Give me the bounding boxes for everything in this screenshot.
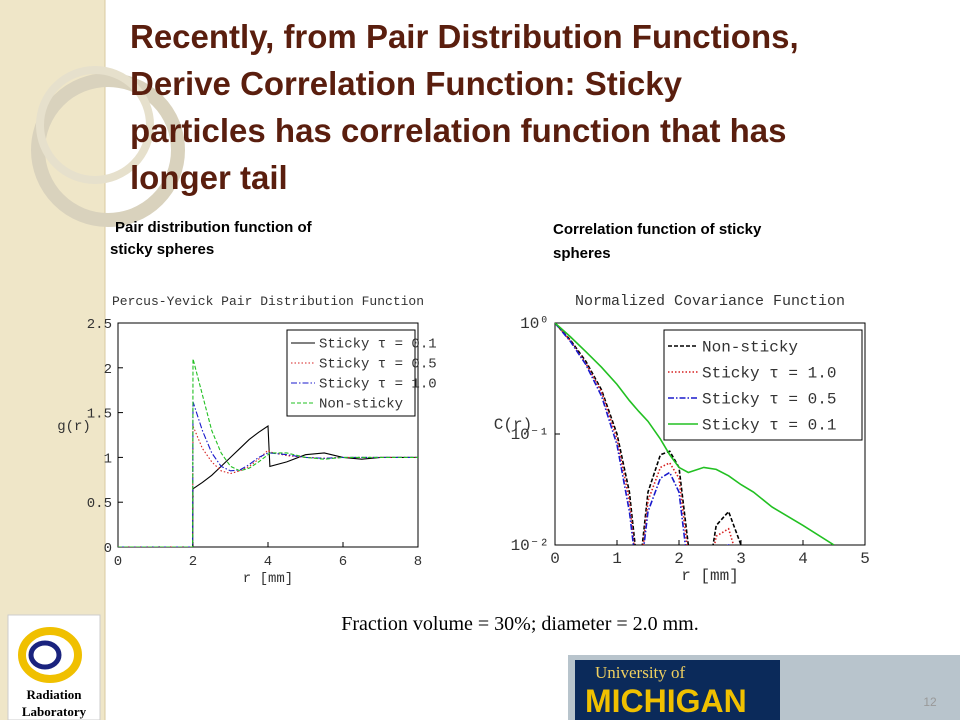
x-tick-label: 6 <box>339 554 347 570</box>
chart: Percus-Yevick Pair Distribution Function… <box>57 294 436 587</box>
series-line <box>118 425 418 547</box>
y-tick-label: 0 <box>104 541 112 557</box>
footnote: Fraction volume = 30%; diameter = 2.0 mm… <box>341 613 699 635</box>
x-axis-label: r [mm] <box>243 571 293 587</box>
legend-label: Sticky τ = 1.0 <box>702 364 836 382</box>
y-axis-label: g(r) <box>57 419 91 435</box>
x-tick-label: 2 <box>674 550 684 568</box>
series-line <box>555 323 835 545</box>
captions: Pair distribution function of sticky sphe… <box>110 219 762 262</box>
chart-caption: Correlation function of sticky <box>553 221 762 238</box>
banner-box <box>575 660 780 720</box>
x-axis-label: r [mm] <box>681 567 739 585</box>
y-tick-label: 10⁰ <box>520 315 549 333</box>
side-stripe <box>0 0 105 720</box>
logo-text: Laboratory <box>22 704 87 719</box>
banner-line1: University of <box>595 663 686 682</box>
legend-label: Non-sticky <box>702 338 798 356</box>
deco-circle <box>31 73 185 227</box>
logo-ring <box>28 640 62 670</box>
series-line <box>555 323 735 545</box>
legend-label: Non-sticky <box>319 397 403 413</box>
legend-label: Sticky τ = 0.5 <box>702 390 836 408</box>
y-tick-label: 10⁻² <box>511 537 549 555</box>
x-tick-label: 2 <box>189 554 197 570</box>
chart-title: Percus-Yevick Pair Distribution Function <box>112 294 424 309</box>
x-tick-label: 4 <box>264 554 272 570</box>
x-tick-label: 0 <box>550 550 560 568</box>
deco-circle <box>36 66 154 184</box>
y-tick-label: 2 <box>104 362 112 378</box>
y-tick-label: 2.5 <box>87 317 112 333</box>
legend-box <box>286 329 416 417</box>
page-number: 12 <box>923 695 937 709</box>
y-tick-label: 0.5 <box>87 496 112 512</box>
charts: Percus-Yevick Pair Distribution Function… <box>57 293 870 587</box>
x-tick-label: 1 <box>612 550 622 568</box>
chart-caption: Pair distribution function of <box>115 219 313 236</box>
x-tick-label: 0 <box>114 554 122 570</box>
legend-label: Sticky τ = 0.5 <box>319 357 437 373</box>
series-line <box>118 358 418 547</box>
title-line: Derive Correlation Function: Sticky <box>130 65 683 102</box>
chart-title: Normalized Covariance Function <box>575 293 845 310</box>
x-tick-label: 3 <box>736 550 746 568</box>
slide-title: Recently, from Pair Distribution Functio… <box>130 18 799 196</box>
banner-line2: MICHIGAN <box>585 683 747 719</box>
y-tick-label: 1 <box>104 451 112 467</box>
y-axis-label: C(r) <box>494 416 532 434</box>
logo-ring <box>18 627 82 683</box>
chart-caption: spheres <box>553 245 611 262</box>
chart-caption: sticky spheres <box>110 241 214 258</box>
legend-label: Sticky τ = 0.1 <box>319 337 437 353</box>
x-tick-label: 4 <box>798 550 808 568</box>
title-line: particles has correlation function that … <box>130 112 786 149</box>
chart: Normalized Covariance Function r [mm] C(r)… <box>494 293 870 585</box>
x-tick-label: 8 <box>414 554 422 570</box>
legend-label: Sticky τ = 1.0 <box>319 377 437 393</box>
legend-box <box>663 329 863 441</box>
title-line: longer tail <box>130 159 288 196</box>
logo-text: Radiation <box>27 687 83 702</box>
title-line: Recently, from Pair Distribution Functio… <box>130 18 799 55</box>
legend-label: Sticky τ = 0.1 <box>702 416 836 434</box>
x-tick-label: 5 <box>860 550 870 568</box>
y-tick-label: 1.5 <box>87 407 112 423</box>
y-tick-label: 10⁻¹ <box>511 426 549 444</box>
